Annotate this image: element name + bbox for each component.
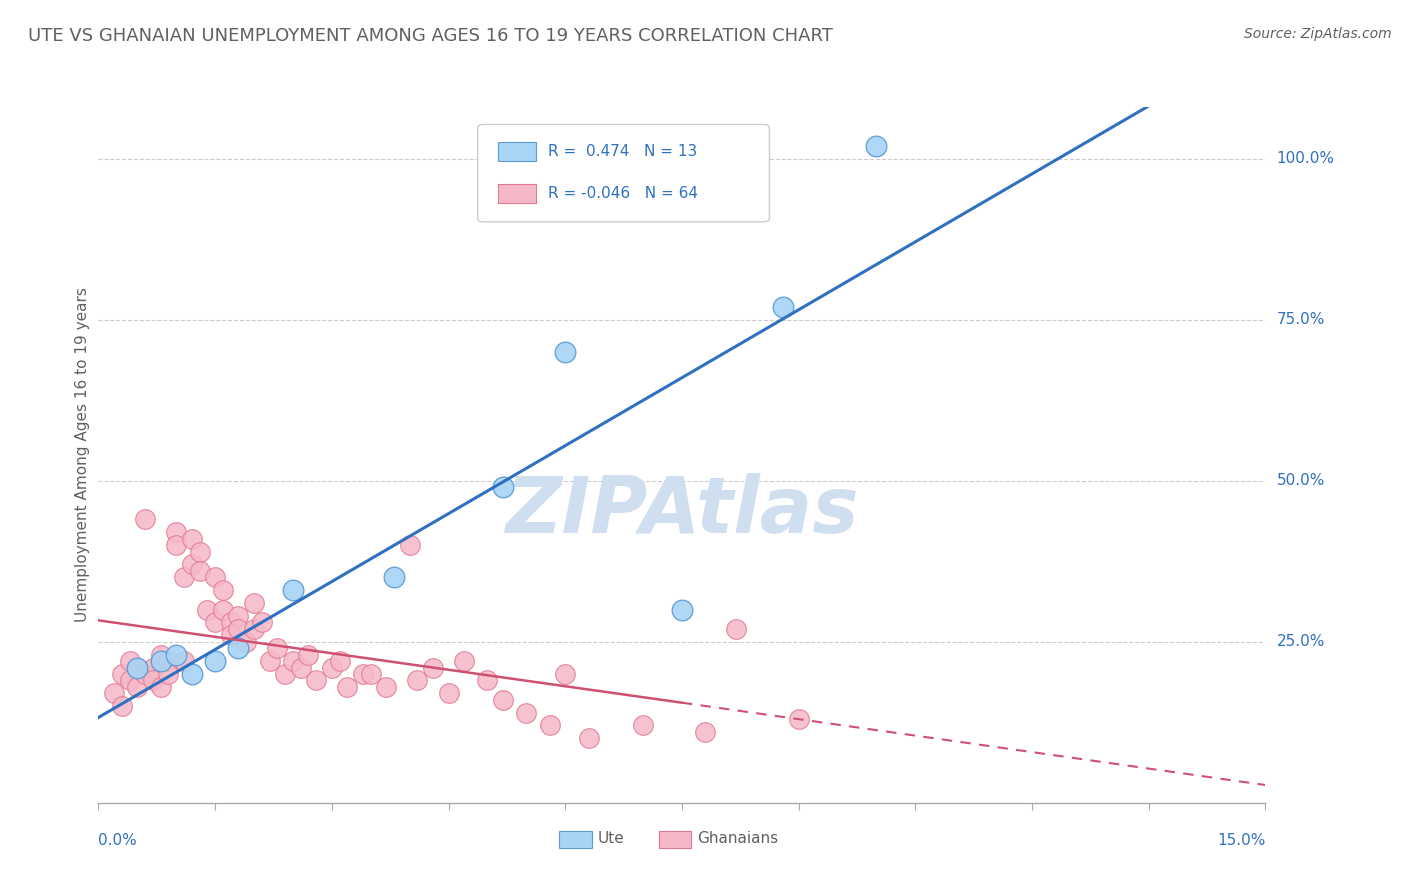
Point — [398, 538, 420, 552]
Point — [538, 718, 561, 732]
Point — [149, 648, 172, 662]
Point — [297, 648, 319, 662]
Point — [188, 564, 211, 578]
Text: Ghanaians: Ghanaians — [697, 831, 778, 847]
Point — [554, 344, 576, 359]
Point — [180, 667, 202, 681]
Point — [382, 570, 405, 584]
Bar — [498, 142, 536, 161]
Text: 0.0%: 0.0% — [98, 833, 138, 848]
Point — [336, 680, 359, 694]
Point — [375, 680, 398, 694]
Point — [305, 673, 328, 688]
Text: 25.0%: 25.0% — [1277, 634, 1324, 649]
Point — [422, 660, 444, 674]
Point — [165, 538, 187, 552]
Point — [243, 622, 266, 636]
Point — [725, 622, 748, 636]
Point — [111, 667, 134, 681]
Text: 15.0%: 15.0% — [1218, 833, 1265, 848]
Point — [134, 667, 156, 681]
Point — [127, 660, 149, 674]
Point — [157, 654, 180, 668]
Point — [103, 686, 125, 700]
Bar — [498, 184, 536, 203]
Point — [142, 660, 165, 674]
Point — [118, 673, 141, 688]
Point — [281, 583, 304, 598]
Text: R = -0.046   N = 64: R = -0.046 N = 64 — [548, 186, 697, 201]
Text: 100.0%: 100.0% — [1277, 151, 1334, 166]
Text: 75.0%: 75.0% — [1277, 312, 1324, 327]
Point — [787, 712, 810, 726]
Point — [578, 731, 600, 746]
FancyBboxPatch shape — [478, 124, 769, 222]
Point — [453, 654, 475, 668]
Point — [235, 634, 257, 648]
Point — [477, 673, 499, 688]
Text: ZIPAtlas: ZIPAtlas — [505, 473, 859, 549]
Point — [173, 654, 195, 668]
Point — [321, 660, 343, 674]
Point — [204, 615, 226, 630]
Text: R =  0.474   N = 13: R = 0.474 N = 13 — [548, 145, 697, 159]
Point — [492, 480, 515, 494]
Point — [165, 648, 187, 662]
Point — [695, 725, 717, 739]
Point — [492, 692, 515, 706]
Point — [149, 680, 172, 694]
Point — [360, 667, 382, 681]
Point — [212, 583, 235, 598]
Point — [671, 602, 693, 616]
Point — [195, 602, 218, 616]
Point — [173, 570, 195, 584]
Point — [554, 667, 576, 681]
Text: 50.0%: 50.0% — [1277, 473, 1324, 488]
Text: Source: ZipAtlas.com: Source: ZipAtlas.com — [1244, 27, 1392, 41]
Point — [631, 718, 654, 732]
Point — [865, 138, 887, 153]
Point — [111, 699, 134, 714]
Point — [274, 667, 297, 681]
Point — [406, 673, 429, 688]
Bar — [658, 830, 692, 848]
Point — [165, 525, 187, 540]
Point — [228, 641, 250, 656]
Point — [281, 654, 304, 668]
Point — [228, 622, 250, 636]
Point — [180, 532, 202, 546]
Point — [188, 544, 211, 558]
Point — [352, 667, 374, 681]
Point — [437, 686, 460, 700]
Bar — [560, 830, 592, 848]
Point — [259, 654, 281, 668]
Point — [266, 641, 288, 656]
Point — [290, 660, 312, 674]
Point — [329, 654, 352, 668]
Text: UTE VS GHANAIAN UNEMPLOYMENT AMONG AGES 16 TO 19 YEARS CORRELATION CHART: UTE VS GHANAIAN UNEMPLOYMENT AMONG AGES … — [28, 27, 832, 45]
Point — [250, 615, 273, 630]
Point — [228, 609, 250, 624]
Point — [212, 602, 235, 616]
Point — [134, 512, 156, 526]
Point — [118, 654, 141, 668]
Point — [243, 596, 266, 610]
Point — [515, 706, 537, 720]
Point — [219, 615, 242, 630]
Point — [149, 654, 172, 668]
Point — [127, 660, 149, 674]
Point — [219, 628, 242, 642]
Point — [204, 570, 226, 584]
Point — [142, 673, 165, 688]
Point — [127, 680, 149, 694]
Text: Ute: Ute — [598, 831, 624, 847]
Point — [772, 300, 794, 314]
Y-axis label: Unemployment Among Ages 16 to 19 years: Unemployment Among Ages 16 to 19 years — [75, 287, 90, 623]
Point — [180, 558, 202, 572]
Point — [204, 654, 226, 668]
Point — [157, 667, 180, 681]
